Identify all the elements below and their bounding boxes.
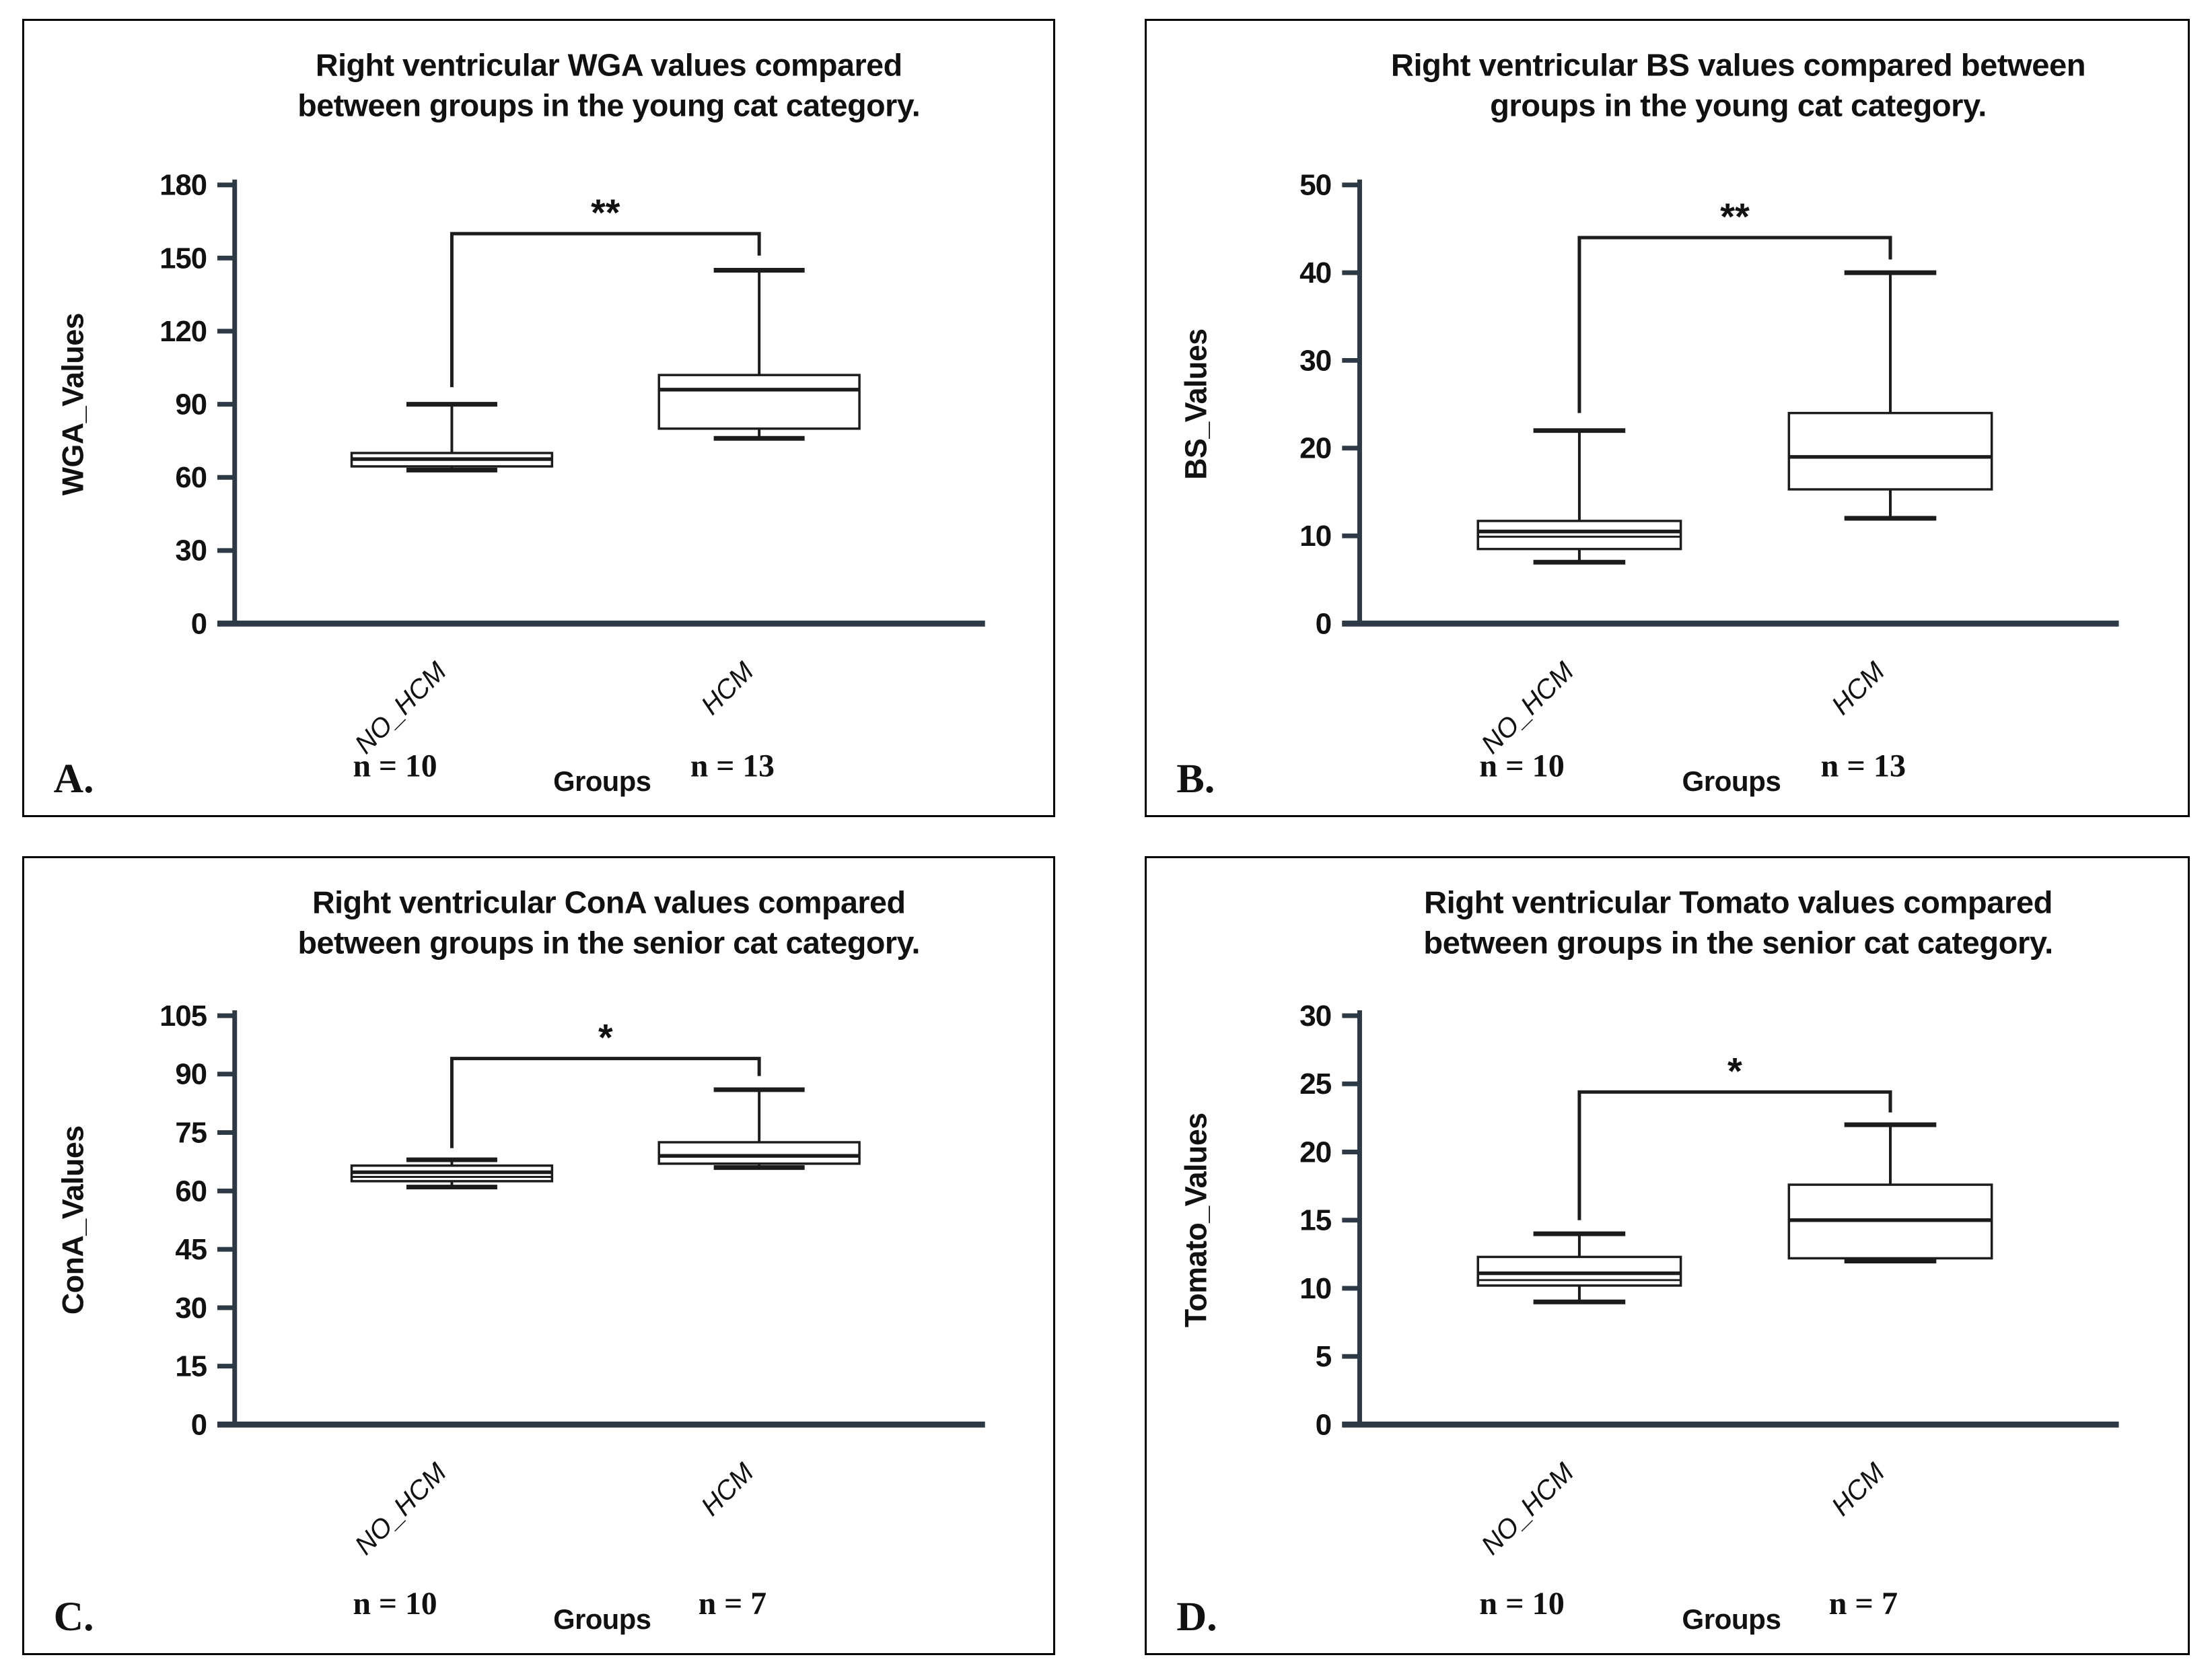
panel-c: Right ventricular ConA values compared be…	[22, 856, 1055, 1655]
y-tick-label: 20	[1299, 432, 1331, 465]
boxplot-svg: Right ventricular Tomato values compared…	[1176, 884, 2119, 1640]
panel-letter: A.	[54, 756, 94, 802]
y-tick-label: 50	[1299, 169, 1331, 202]
y-tick-label: 75	[175, 1116, 207, 1149]
panel-a: Right ventricular WGA values compared bet…	[22, 19, 1055, 817]
y-tick-label: 5	[1316, 1340, 1332, 1373]
box-rect	[1787, 411, 1993, 491]
x-axis-label: Groups	[553, 1603, 651, 1635]
box-rect	[657, 374, 861, 430]
significance-stars: *	[598, 1017, 613, 1059]
panel-letter: C.	[54, 1594, 94, 1640]
significance-stars: **	[1720, 195, 1750, 238]
y-tick-label: 30	[175, 534, 207, 567]
x-axis-label: Groups	[553, 765, 651, 797]
y-tick-label: 10	[1299, 1272, 1331, 1305]
y-tick-label: 15	[1299, 1204, 1332, 1237]
y-tick-label: 30	[1299, 1000, 1331, 1033]
group-tick-label: NO_HCM	[1476, 1457, 1580, 1560]
y-tick-label: 150	[159, 242, 207, 275]
y-tick-label: 30	[1299, 345, 1331, 378]
y-tick-label: 10	[1299, 520, 1331, 553]
panel-title-line: Right ventricular WGA values compared	[316, 48, 902, 83]
group-tick-label: HCM	[1826, 1457, 1890, 1522]
group-tick-label: NO_HCM	[1476, 656, 1580, 759]
y-tick-label: 0	[1316, 608, 1332, 641]
panel-title-line: groups in the young cat category.	[1490, 87, 1987, 123]
panel-title-line: between groups in the senior cat categor…	[298, 925, 920, 960]
y-tick-label: 45	[175, 1233, 207, 1266]
y-tick-label: 105	[159, 1000, 207, 1033]
y-tick-label: 15	[175, 1350, 207, 1383]
sample-size-label: n = 7	[699, 1586, 766, 1621]
sample-size-label: n = 10	[1479, 1586, 1565, 1621]
significance-stars: *	[1727, 1050, 1742, 1092]
y-tick-label: 0	[191, 1408, 207, 1441]
boxplot-svg: Right ventricular ConA values compared be…	[54, 885, 985, 1640]
y-tick-label: 0	[191, 607, 207, 640]
sample-size-label: n = 13	[690, 748, 775, 783]
group-tick-label: HCM	[696, 1457, 760, 1522]
significance-bracket	[1577, 1090, 1892, 1220]
significance-bracket	[1577, 236, 1892, 413]
y-axis-label: ConA_Values	[56, 1125, 90, 1315]
y-axis-label: WGA_Values	[57, 313, 90, 495]
x-axis-label: Groups	[1682, 1603, 1781, 1635]
significance-bracket	[450, 232, 761, 388]
sample-size-label: n = 7	[1829, 1586, 1898, 1621]
panel-title-line: Right ventricular Tomato values compared	[1424, 884, 2053, 920]
group-tick-label: HCM	[696, 656, 760, 721]
group-tick-label: NO_HCM	[349, 656, 452, 760]
y-tick-label: 90	[175, 388, 207, 421]
sample-size-label: n = 13	[1821, 748, 1906, 783]
panel-title-line: Right ventricular BS values compared bet…	[1391, 47, 2085, 83]
y-tick-label: 0	[1316, 1409, 1332, 1442]
panel-letter: D.	[1176, 1594, 1217, 1640]
y-tick-label: 20	[1299, 1136, 1331, 1169]
panel-d: Right ventricular Tomato values compared…	[1145, 856, 2190, 1655]
boxplot-svg: Right ventricular WGA values compared bet…	[54, 48, 985, 802]
box-rect	[1476, 1255, 1682, 1287]
significance-stars: **	[591, 192, 620, 234]
group-tick-label: HCM	[1826, 656, 1890, 721]
panel-b: Right ventricular BS values compared bet…	[1145, 19, 2190, 817]
y-tick-label: 30	[175, 1292, 207, 1325]
sample-size-label: n = 10	[1479, 748, 1565, 783]
panel-title-line: Right ventricular ConA values compared	[312, 885, 906, 920]
y-tick-label: 90	[175, 1058, 207, 1091]
y-axis-label: BS_Values	[1178, 328, 1213, 479]
panel-title-line: between groups in the senior cat categor…	[1423, 925, 2053, 961]
x-axis-label: Groups	[1682, 765, 1781, 797]
sample-size-label: n = 10	[353, 1586, 437, 1621]
y-tick-label: 120	[159, 315, 207, 348]
y-tick-label: 60	[175, 1175, 207, 1208]
y-axis-label: Tomato_Values	[1178, 1113, 1213, 1327]
box-rect	[1476, 520, 1682, 551]
y-tick-label: 25	[1299, 1068, 1332, 1101]
y-tick-label: 180	[159, 169, 207, 202]
panel-title-line: between groups in the young cat category…	[297, 88, 920, 123]
boxplot-svg: Right ventricular BS values compared bet…	[1176, 47, 2119, 802]
box-rect	[657, 1141, 861, 1165]
significance-bracket	[450, 1057, 761, 1148]
y-tick-label: 60	[175, 461, 207, 494]
sample-size-label: n = 10	[353, 748, 437, 783]
y-tick-label: 40	[1299, 256, 1331, 289]
panel-letter: B.	[1176, 756, 1215, 802]
group-tick-label: NO_HCM	[349, 1457, 452, 1561]
